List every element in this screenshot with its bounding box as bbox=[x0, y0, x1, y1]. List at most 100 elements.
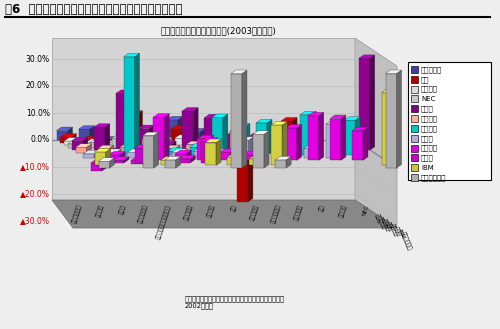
Polygon shape bbox=[245, 123, 250, 155]
Polygon shape bbox=[248, 139, 253, 202]
Polygon shape bbox=[106, 148, 110, 165]
Polygon shape bbox=[233, 131, 244, 140]
Polygon shape bbox=[212, 138, 217, 163]
Polygon shape bbox=[179, 159, 190, 163]
Polygon shape bbox=[204, 118, 215, 150]
Polygon shape bbox=[292, 117, 297, 142]
Text: 0.0%: 0.0% bbox=[31, 136, 50, 144]
Text: 富士通: 富士通 bbox=[421, 106, 434, 112]
Polygon shape bbox=[248, 137, 260, 150]
Polygon shape bbox=[226, 135, 237, 150]
Text: 30.0%: 30.0% bbox=[26, 55, 50, 63]
Polygon shape bbox=[142, 136, 154, 168]
Text: NEC: NEC bbox=[421, 96, 436, 102]
Polygon shape bbox=[315, 145, 320, 158]
Polygon shape bbox=[164, 114, 170, 160]
Polygon shape bbox=[82, 140, 94, 142]
Polygon shape bbox=[286, 124, 302, 128]
Polygon shape bbox=[128, 149, 144, 152]
Polygon shape bbox=[289, 129, 294, 155]
Polygon shape bbox=[205, 139, 221, 142]
Polygon shape bbox=[282, 127, 298, 131]
Polygon shape bbox=[110, 158, 114, 168]
Polygon shape bbox=[108, 139, 124, 142]
Polygon shape bbox=[146, 146, 162, 150]
Polygon shape bbox=[56, 131, 68, 140]
Polygon shape bbox=[109, 151, 125, 155]
Polygon shape bbox=[98, 161, 110, 168]
Bar bbox=[411, 145, 418, 152]
Text: ソニー: ソニー bbox=[421, 135, 434, 141]
Polygon shape bbox=[106, 152, 117, 158]
Polygon shape bbox=[75, 138, 80, 145]
Polygon shape bbox=[60, 134, 76, 137]
Text: ▲10.0%: ▲10.0% bbox=[20, 163, 50, 171]
Polygon shape bbox=[256, 123, 267, 155]
Polygon shape bbox=[164, 134, 168, 145]
Polygon shape bbox=[241, 128, 246, 153]
Text: 東苝: 東苝 bbox=[421, 76, 430, 83]
Polygon shape bbox=[83, 154, 94, 158]
Text: 日立製作所: 日立製作所 bbox=[421, 66, 442, 73]
Bar bbox=[411, 174, 418, 181]
Polygon shape bbox=[186, 145, 197, 153]
Polygon shape bbox=[304, 148, 315, 158]
Polygon shape bbox=[182, 108, 198, 111]
Polygon shape bbox=[197, 141, 202, 153]
Polygon shape bbox=[204, 148, 210, 158]
Polygon shape bbox=[275, 156, 291, 160]
Polygon shape bbox=[108, 145, 114, 153]
Polygon shape bbox=[281, 121, 292, 142]
Polygon shape bbox=[352, 131, 363, 160]
Polygon shape bbox=[142, 132, 158, 136]
Polygon shape bbox=[314, 114, 319, 142]
Polygon shape bbox=[94, 148, 110, 152]
Text: コンピュータ: コンピュータ bbox=[72, 204, 83, 224]
Polygon shape bbox=[145, 141, 150, 148]
Polygon shape bbox=[174, 138, 186, 145]
Polygon shape bbox=[126, 114, 138, 142]
Polygon shape bbox=[264, 131, 269, 168]
Polygon shape bbox=[120, 144, 136, 147]
Text: サムスン電子: サムスン電子 bbox=[400, 231, 412, 251]
Polygon shape bbox=[154, 117, 164, 160]
Bar bbox=[411, 86, 418, 93]
Polygon shape bbox=[244, 127, 249, 140]
Polygon shape bbox=[97, 139, 102, 145]
Polygon shape bbox=[127, 90, 132, 150]
Polygon shape bbox=[182, 149, 188, 158]
Polygon shape bbox=[120, 151, 125, 160]
Polygon shape bbox=[160, 145, 166, 158]
Bar bbox=[411, 66, 418, 73]
Polygon shape bbox=[223, 114, 228, 155]
Polygon shape bbox=[130, 144, 136, 153]
Polygon shape bbox=[94, 152, 106, 165]
Polygon shape bbox=[146, 144, 151, 163]
Polygon shape bbox=[355, 38, 397, 228]
Bar bbox=[411, 154, 418, 162]
Polygon shape bbox=[356, 117, 360, 155]
Polygon shape bbox=[238, 137, 254, 140]
Polygon shape bbox=[172, 157, 177, 165]
Polygon shape bbox=[167, 116, 183, 120]
Polygon shape bbox=[293, 127, 298, 158]
Text: ▲30.0%: ▲30.0% bbox=[20, 216, 50, 225]
Polygon shape bbox=[234, 123, 250, 127]
Polygon shape bbox=[134, 145, 145, 148]
Polygon shape bbox=[116, 93, 127, 150]
Text: ディスプレイ: ディスプレイ bbox=[138, 204, 149, 224]
Polygon shape bbox=[100, 137, 116, 140]
Polygon shape bbox=[154, 132, 158, 168]
Polygon shape bbox=[116, 90, 132, 93]
Polygon shape bbox=[303, 114, 319, 117]
Polygon shape bbox=[272, 121, 287, 125]
Polygon shape bbox=[344, 120, 356, 155]
Polygon shape bbox=[198, 135, 214, 139]
Polygon shape bbox=[208, 141, 212, 150]
Polygon shape bbox=[201, 144, 206, 155]
Polygon shape bbox=[68, 127, 72, 140]
Polygon shape bbox=[98, 149, 108, 153]
Polygon shape bbox=[120, 139, 124, 145]
Polygon shape bbox=[156, 131, 161, 140]
Polygon shape bbox=[230, 131, 241, 153]
